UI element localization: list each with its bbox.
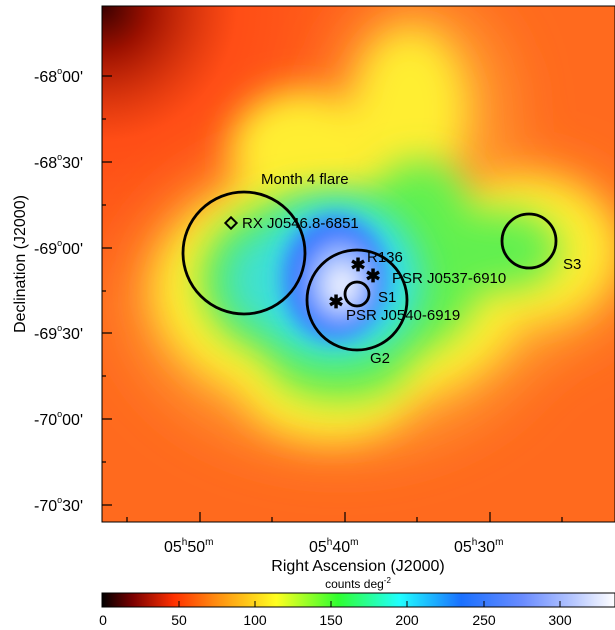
svg-text:0: 0 bbox=[99, 612, 107, 628]
y-tick-labels: -68o00' -68o30' -69o00' -69o30' -70o00' … bbox=[34, 66, 83, 515]
colorbar-tick-labels: 0 50 100 150 200 250 300 bbox=[99, 612, 572, 628]
r136-label: R136 bbox=[367, 249, 403, 266]
flare-label: Month 4 flare bbox=[261, 171, 349, 188]
colorbar-ticks bbox=[178, 601, 561, 607]
diamond-marker-icon bbox=[223, 215, 239, 231]
psr1-label: PSR J0537-6910 bbox=[392, 270, 506, 287]
s3-label: S3 bbox=[563, 256, 581, 273]
x-axis-title: Right Ascension (J2000) bbox=[271, 558, 444, 575]
x-tick-marks bbox=[126, 512, 563, 522]
source-regions bbox=[181, 190, 558, 352]
x-tick-label: 05h40m bbox=[309, 537, 359, 556]
y-axis-title: Declination (J2000) bbox=[12, 195, 29, 333]
flare-region-circle bbox=[181, 190, 307, 316]
svg-text:200: 200 bbox=[395, 612, 419, 628]
s1-label: S1 bbox=[378, 289, 396, 306]
y-tick-label: -69o00' bbox=[34, 238, 83, 258]
svg-text:50: 50 bbox=[171, 612, 187, 628]
svg-text:100: 100 bbox=[243, 612, 267, 628]
y-tick-marks bbox=[102, 75, 112, 506]
intensity-map bbox=[102, 6, 615, 522]
colorbar-title: counts deg-2 bbox=[325, 576, 391, 591]
g2-region-circle bbox=[305, 248, 409, 352]
rx-label: RX J0546.8-6851 bbox=[242, 215, 359, 232]
x-tick-labels: 05h50m 05h40m 05h30m bbox=[164, 537, 504, 556]
g2-label: G2 bbox=[370, 350, 390, 367]
annotations: Month 4 flare RX J0546.8-6851 R136 PSR J… bbox=[242, 171, 581, 367]
x-tick-label: 05h30m bbox=[454, 537, 504, 556]
y-tick-label: -68o30' bbox=[34, 152, 83, 172]
y-tick-label: -70o30' bbox=[34, 495, 83, 515]
asterisk-marker-icon: ✱ bbox=[328, 292, 343, 312]
svg-text:300: 300 bbox=[548, 612, 572, 628]
y-tick-label: -69o30' bbox=[34, 323, 83, 343]
y-tick-label: -70o00' bbox=[34, 409, 83, 429]
colorbar bbox=[101, 592, 615, 608]
map-frame bbox=[101, 5, 615, 523]
psr2-label: PSR J0540-6919 bbox=[346, 307, 460, 324]
svg-text:250: 250 bbox=[472, 612, 496, 628]
s1-region-circle bbox=[343, 280, 371, 308]
s3-region-circle bbox=[500, 212, 558, 270]
x-tick-label: 05h50m bbox=[164, 537, 214, 556]
asterisk-marker-icon: ✱ bbox=[350, 255, 365, 275]
asterisk-marker-icon: ✱ bbox=[365, 266, 380, 286]
svg-text:150: 150 bbox=[319, 612, 343, 628]
y-tick-label: -68o00' bbox=[34, 66, 83, 86]
